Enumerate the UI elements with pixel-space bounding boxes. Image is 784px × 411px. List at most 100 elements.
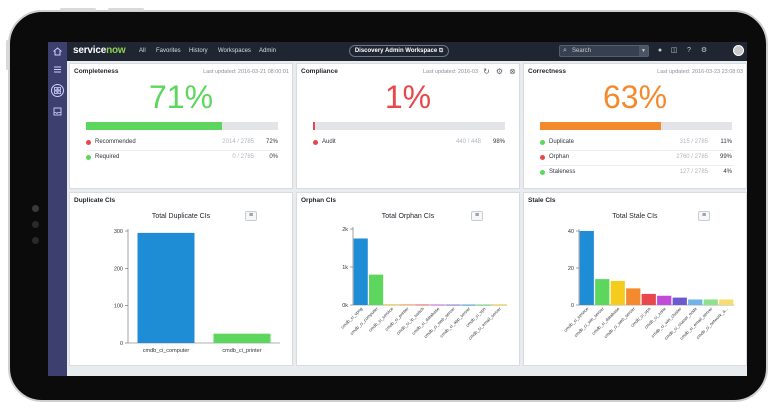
metric-count: 2014 / 2785	[222, 139, 254, 145]
volume-button	[60, 8, 96, 11]
status-dot	[540, 140, 545, 145]
bar	[415, 304, 430, 306]
metric-row-audit[interactable]: Audit 440 / 448 98%	[313, 138, 509, 148]
metric-name: Orphan	[549, 154, 570, 160]
chart-title: Total Duplicate CIs	[151, 213, 211, 220]
refresh-icon[interactable]: ↻	[482, 67, 491, 76]
metric-name: Duplicate	[549, 139, 575, 145]
close-icon[interactable]: ⊗	[509, 67, 516, 76]
bar	[579, 231, 594, 305]
chart-title: Total Stale CIs	[612, 213, 658, 220]
nav-workspaces[interactable]: Workspaces	[218, 48, 251, 54]
nav-history[interactable]: History	[189, 48, 208, 54]
last-updated: Last updated: 2016-03-23 23:08:03	[657, 69, 743, 75]
y-tick-label: 1k	[342, 265, 348, 271]
orphan-cis-panel: Orphan CIs Total Orphan CIs ≡ 0k 1k 2k cmdb…	[296, 192, 520, 366]
y-tick-label: 40	[568, 229, 574, 235]
metric-count: 127 / 2785	[679, 169, 708, 175]
score-bar	[313, 122, 505, 130]
status-dot	[540, 170, 545, 175]
help-icon[interactable]: ?	[687, 47, 691, 54]
metric-name: Audit	[322, 139, 336, 145]
x-tick-label: cmdb_ci_database	[591, 306, 621, 336]
metric-row-required[interactable]: Required 0 / 2785 0%	[86, 153, 282, 163]
metric-row-recommended[interactable]: Recommended 2014 / 2785 72%	[86, 138, 282, 148]
dashboard-icon[interactable]	[51, 84, 64, 97]
bar	[719, 299, 734, 305]
power-button	[108, 8, 144, 11]
nav-all[interactable]: All	[139, 48, 146, 54]
bar	[430, 304, 445, 306]
bar	[137, 232, 195, 343]
card-title: Compliance	[301, 68, 338, 75]
external-link-icon: ⧉	[438, 48, 444, 54]
y-tick-label: 20	[568, 266, 574, 272]
settings-icon[interactable]: ⚙	[700, 47, 708, 54]
search-dropdown-icon[interactable]: ▼	[639, 46, 648, 56]
completeness-card: Completeness Last updated: 2016-03-21 08…	[69, 63, 293, 189]
bar	[461, 304, 476, 306]
settings-icon[interactable]: ⚙	[495, 67, 504, 76]
score-percentage: 71%	[148, 79, 214, 115]
y-tick-label: 0k	[342, 303, 348, 309]
metric-percent: 4%	[723, 169, 732, 175]
x-tick-label: cmdb_ci_network_a...	[695, 306, 729, 340]
nav-favorites[interactable]: Favorites	[156, 48, 181, 54]
bar	[626, 288, 641, 305]
inbox-icon[interactable]	[51, 106, 64, 119]
menu-icon[interactable]	[51, 64, 64, 77]
metric-count: 440 / 448	[455, 139, 481, 145]
metric-row-duplicate[interactable]: Duplicate 315 / 2785 11%	[540, 138, 736, 148]
bar	[492, 304, 507, 306]
bar	[595, 279, 610, 305]
metric-percent: 72%	[265, 139, 278, 145]
metric-row-staleness[interactable]: Staleness 127 / 2785 4%	[540, 168, 736, 178]
chart-menu-button[interactable]: ≡	[245, 211, 257, 221]
workspace-selector[interactable]: Discovery Admin Workspace ⧉	[349, 45, 449, 57]
score-percentage: 1%	[384, 79, 432, 115]
servicenow-logo[interactable]: servicenow	[73, 45, 126, 56]
divider	[540, 150, 734, 151]
bar	[610, 280, 625, 305]
bar	[446, 304, 461, 306]
chart-menu-button[interactable]: ≡	[698, 211, 710, 221]
globe-icon[interactable]: ●	[657, 47, 663, 54]
score-bar-fill	[86, 122, 223, 130]
score-bar	[86, 122, 278, 130]
bar	[384, 304, 399, 306]
user-avatar[interactable]	[733, 45, 744, 56]
orphan-cis-chart: 0k1k2kcmdb_ci_vpngcmdb_ci_computercmdb_c…	[340, 227, 507, 341]
nav-admin[interactable]: Admin	[259, 48, 277, 54]
bar	[672, 297, 687, 305]
global-search[interactable]: ⌕ Search ▼	[559, 45, 649, 57]
search-icon: ⌕	[563, 47, 567, 54]
y-tick-label: 0	[120, 341, 123, 347]
chart-menu-button[interactable]: ≡	[471, 211, 483, 221]
panel-title: Stale CIs	[528, 197, 556, 204]
y-tick-label: 0	[571, 303, 574, 309]
metric-percent: 98%	[492, 139, 505, 145]
last-updated: Last updated: 2016-03	[423, 69, 479, 75]
stale-cis-chart: 02040cmdb_ci_servicecmdb_ci_win_servercm…	[563, 229, 734, 341]
metric-count: 315 / 2785	[679, 139, 708, 145]
bar	[641, 293, 656, 305]
home-icon[interactable]	[51, 46, 64, 59]
camera-icon	[32, 205, 39, 212]
metric-name: Required	[95, 154, 120, 160]
y-tick-label: 100	[114, 304, 123, 310]
status-dot	[86, 155, 91, 160]
chat-icon[interactable]: ◫	[670, 47, 678, 54]
correctness-card: Correctness Last updated: 2016-03-23 23:…	[523, 63, 747, 189]
panel-title: Orphan CIs	[301, 197, 337, 204]
x-tick-label: cmdb_ci_computer	[143, 348, 190, 354]
divider	[540, 165, 734, 166]
score-bar	[540, 122, 732, 130]
top-navigation-bar: servicenow All Favorites History Workspa…	[67, 42, 747, 61]
metric-row-orphan[interactable]: Orphan 2760 / 2785 99%	[540, 153, 736, 163]
card-title: Completeness	[74, 68, 119, 75]
status-dot	[313, 140, 318, 145]
metric-name: Staleness	[549, 169, 576, 175]
metric-percent: 99%	[719, 154, 732, 160]
workspace-label: Discovery Admin Workspace	[354, 48, 438, 54]
search-placeholder: Search	[572, 48, 592, 54]
